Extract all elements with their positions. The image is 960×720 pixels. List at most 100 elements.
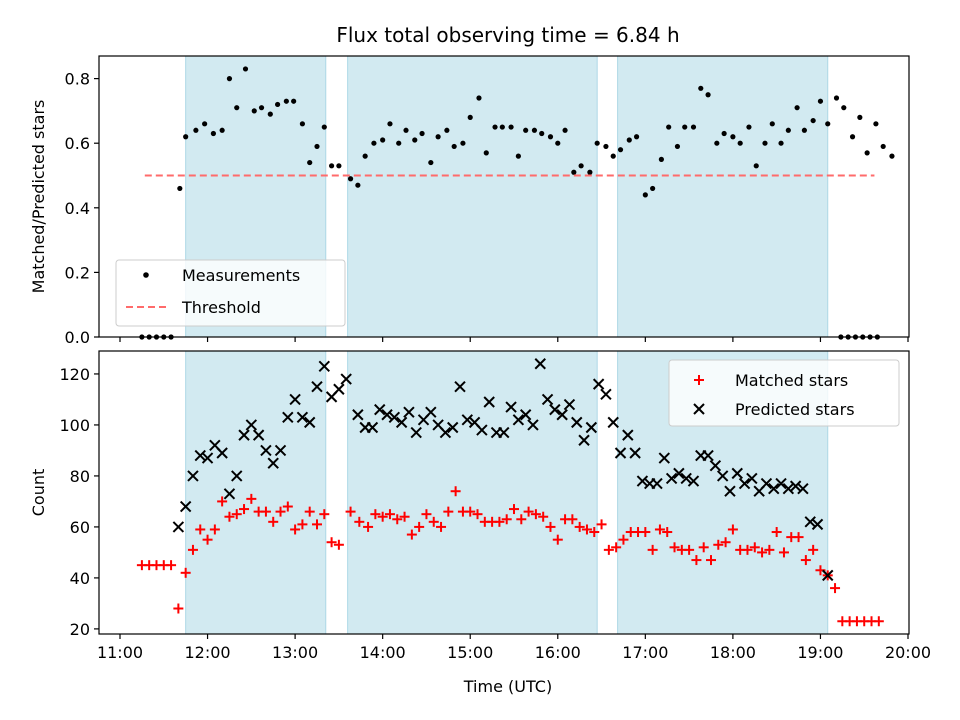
predicted-point bbox=[179, 500, 192, 513]
predicted-point bbox=[461, 414, 474, 426]
measurement-point bbox=[283, 98, 289, 104]
matched-point bbox=[414, 521, 425, 532]
matched-point bbox=[640, 527, 651, 538]
measurement-point bbox=[705, 92, 711, 98]
measurement-point bbox=[721, 130, 727, 137]
predicted-point bbox=[534, 358, 546, 370]
matched-point bbox=[465, 506, 476, 517]
top-y-axis-label: Matched/Predicted stars bbox=[29, 100, 48, 294]
matched-point bbox=[187, 544, 198, 555]
measurement-point bbox=[428, 159, 434, 166]
measurement-point bbox=[873, 121, 879, 127]
legend-matched-label: Matched stars bbox=[735, 371, 848, 390]
measurement-point bbox=[183, 134, 189, 140]
predicted-point bbox=[760, 477, 773, 490]
top-panel: 0.00.20.40.60.8 Matched/Predicted stars … bbox=[29, 55, 910, 347]
measurement-point bbox=[336, 163, 342, 169]
matched-point bbox=[312, 519, 322, 530]
measurement-point bbox=[444, 127, 450, 133]
predicted-point bbox=[622, 429, 634, 441]
bottom-axis-ticks: 20 40 60 80 100 120 11:00 12:00 13:00 14:00 15:00 1… bbox=[59, 365, 931, 662]
predicted-point bbox=[252, 429, 265, 441]
predicted-point bbox=[318, 360, 331, 373]
measurement-point bbox=[547, 134, 554, 140]
matched-point bbox=[873, 616, 884, 627]
matched-point bbox=[260, 506, 271, 517]
predicted-point bbox=[738, 477, 751, 490]
legend-predicted-marker bbox=[693, 403, 705, 415]
predicted-point bbox=[352, 409, 364, 421]
predicted-point bbox=[822, 569, 834, 582]
matched-point bbox=[691, 555, 702, 566]
measurement-point bbox=[362, 153, 368, 159]
predicted-point bbox=[519, 409, 532, 421]
predicted-point bbox=[775, 477, 787, 490]
matched-point bbox=[384, 509, 395, 520]
measurement-point bbox=[578, 163, 584, 169]
predicted-point bbox=[527, 419, 539, 431]
matched-point bbox=[654, 524, 665, 535]
predicted-point bbox=[505, 401, 517, 413]
predicted-point bbox=[289, 393, 301, 406]
predicted-point bbox=[238, 429, 250, 441]
matched-point bbox=[319, 509, 330, 520]
y-tick-label: 0.6 bbox=[65, 134, 90, 153]
predicted-point bbox=[395, 416, 408, 429]
predicted-point bbox=[194, 449, 206, 462]
measurement-point bbox=[412, 137, 418, 143]
predicted-point bbox=[311, 380, 323, 393]
predicted-point bbox=[274, 444, 287, 457]
measurement-point bbox=[355, 182, 361, 188]
matched-point bbox=[202, 534, 213, 545]
matched-point bbox=[304, 506, 315, 517]
measurement-point bbox=[539, 130, 545, 137]
matched-point bbox=[421, 509, 432, 520]
matched-point bbox=[669, 542, 680, 553]
matched-point bbox=[217, 496, 228, 507]
predicted-point bbox=[768, 482, 780, 495]
matched-point bbox=[808, 544, 819, 555]
measurement-point bbox=[476, 95, 482, 101]
top-axes-frame bbox=[98, 55, 910, 338]
measurement-point bbox=[785, 127, 791, 133]
predicted-point bbox=[746, 472, 758, 485]
measurement-point bbox=[467, 114, 473, 120]
predicted-point bbox=[172, 521, 185, 533]
x-tick-label: 17:00 bbox=[622, 643, 668, 662]
matched-point bbox=[538, 511, 549, 522]
measurement-point bbox=[849, 134, 856, 140]
matched-point bbox=[596, 519, 607, 530]
matched-point bbox=[239, 504, 250, 515]
matched-point bbox=[268, 516, 279, 527]
matched-point bbox=[443, 506, 454, 517]
matched-point bbox=[363, 521, 374, 532]
measurement-point bbox=[617, 147, 624, 153]
x-tick-label: 20:00 bbox=[885, 643, 931, 662]
y-tick-label: 0.4 bbox=[65, 199, 90, 218]
measurement-point bbox=[810, 117, 816, 124]
measurement-point bbox=[396, 140, 402, 146]
matched-point bbox=[354, 516, 365, 527]
measurement-point bbox=[328, 163, 335, 169]
predicted-point bbox=[340, 373, 352, 385]
matched-point bbox=[574, 521, 585, 532]
observing-window-3 bbox=[617, 55, 829, 338]
legend-predicted-label: Predicted stars bbox=[735, 400, 855, 419]
measurement-point bbox=[746, 124, 752, 130]
measurement-point bbox=[674, 143, 681, 150]
measurement-point bbox=[419, 130, 425, 137]
x-axis-label: Time (UTC) bbox=[463, 677, 552, 696]
measurement-point bbox=[202, 121, 208, 127]
predicted-point bbox=[447, 421, 459, 434]
measurement-point bbox=[562, 127, 568, 133]
measurement-point bbox=[817, 98, 824, 104]
y-tick-label: 80 bbox=[70, 467, 90, 486]
y-tick-label: 40 bbox=[70, 569, 90, 588]
predicted-point bbox=[267, 457, 279, 469]
matched-point bbox=[282, 501, 293, 512]
measurement-point bbox=[371, 140, 377, 146]
matched-point bbox=[333, 539, 344, 550]
predicted-point bbox=[296, 411, 309, 423]
matched-point bbox=[523, 506, 534, 517]
predicted-point bbox=[702, 449, 714, 462]
